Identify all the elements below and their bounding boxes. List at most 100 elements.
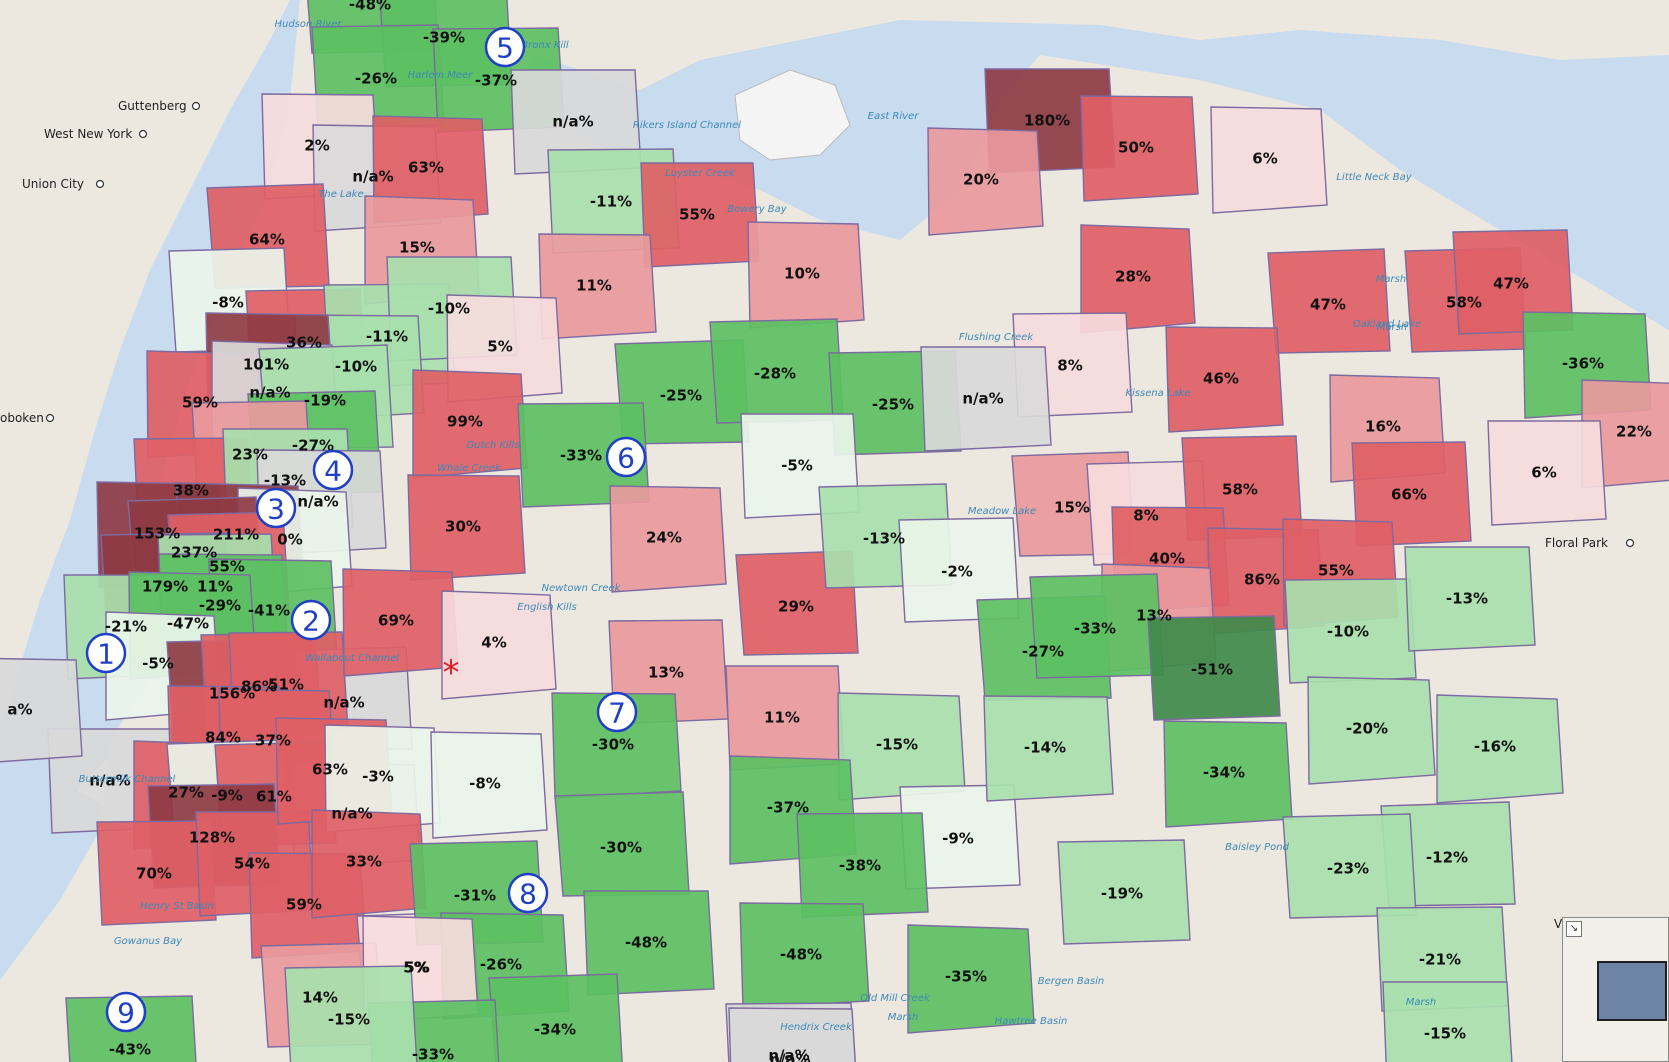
region-change-label: -14% [1024,739,1066,757]
region-change-label: -38% [839,857,881,875]
region-change-label: -30% [592,736,634,754]
region-area[interactable] [728,1007,858,1062]
region-change-label: 11% [764,709,800,727]
region-area[interactable] [907,924,1035,1034]
region-area[interactable] [583,890,715,996]
region-change-label: -15% [1424,1025,1466,1043]
region-area[interactable] [920,346,1052,452]
region-area[interactable] [1080,224,1196,334]
region-area[interactable] [1284,578,1417,684]
marker-number: 4 [324,455,342,488]
region-change-label: -12% [1426,849,1468,867]
region-area[interactable] [1210,106,1328,214]
rikers-island [734,69,851,161]
collapse-arrow-icon[interactable]: ↘ [1566,921,1582,937]
region-change-label: 66% [1391,486,1427,504]
region-area[interactable] [407,474,526,581]
region-change-label: -10% [428,300,470,318]
region-area[interactable] [1267,248,1391,354]
region-change-label: n/a% [297,493,338,511]
region-area[interactable] [747,221,865,329]
region-area[interactable] [0,657,83,764]
region-area[interactable] [1080,95,1199,202]
region-change-label: -5% [142,655,174,673]
region-area[interactable] [1351,441,1472,547]
region-change-label: 8% [1057,357,1082,375]
overview-minimap[interactable]: ↘ [1562,917,1669,1062]
region-change-label: 69% [378,612,414,630]
region-change-label: -39% [423,29,465,47]
region-change-label: -9% [942,830,974,848]
region-change-label: 16% [1365,418,1401,436]
marker-number: 7 [608,697,626,730]
region-change-label: 11% [576,277,612,295]
water-label: Old Mill Creek [860,993,931,1004]
region-area[interactable] [551,692,682,799]
numbered-marker[interactable] [105,991,147,1033]
water-label: Bergen Basin [1038,976,1104,987]
asterisk-marker-icon: * [443,653,460,693]
numbered-marker[interactable] [290,599,332,641]
water-label: Flushing Creek [959,332,1034,343]
region-area[interactable] [1307,676,1436,785]
region-area[interactable] [441,590,557,700]
marker-number: 8 [519,878,537,911]
markers-layer: 1 2 3 4 5 6 7 8 9 * [85,26,647,1033]
region-area[interactable] [1404,546,1536,652]
region-change-label: -25% [872,396,914,414]
region-change-label: 58% [1446,294,1482,312]
marker-number: 3 [267,493,285,526]
region-area[interactable] [739,902,870,1009]
water-label: Harlem Meer [408,70,474,81]
region-change-label: 38% [173,482,209,500]
water-label: Buttermilk Channel [79,774,176,785]
region-area[interactable] [284,965,418,1062]
region-change-label: 40% [1149,550,1185,568]
region-change-label: 5% [404,959,429,977]
region-change-label: -47% [167,615,209,633]
water-label: Gowanus Bay [114,936,183,947]
region-area[interactable] [1147,615,1281,721]
minimap-viewport[interactable] [1597,961,1667,1021]
region-change-label: 5% [403,959,428,977]
numbered-marker[interactable] [255,487,297,529]
region-change-label: 99% [447,413,483,431]
region-change-label: -15% [328,1011,370,1029]
region-area[interactable] [927,127,1044,236]
region-change-label: 86% [1244,571,1280,589]
labels-layer: -48%-39%-26% -37%n/a%2%n/a% 63%15%64%-8%36… [7,0,1652,1062]
region-area[interactable] [1057,839,1191,945]
water-label: Little Neck Bay [1336,172,1412,183]
region-area[interactable] [1487,420,1607,526]
region-change-label: -37% [475,72,517,90]
numbered-marker[interactable] [507,872,549,914]
numbered-marker[interactable] [605,436,647,478]
region-change-label: 54% [234,855,270,873]
numbered-marker[interactable] [85,632,127,674]
region-area[interactable] [1165,326,1284,433]
new-jersey-land [0,0,290,720]
place-label: oboken [0,411,44,425]
region-area[interactable] [983,695,1114,802]
region-area[interactable] [796,812,929,918]
town-dot-icon [191,101,201,111]
region-change-label: n/a% [249,384,290,402]
region-area[interactable] [96,820,217,926]
region-change-label: -37% [767,799,809,817]
region-area[interactable] [430,731,548,839]
region-change-label: 30% [445,518,481,536]
numbered-marker[interactable] [484,26,526,68]
region-change-label: 64% [249,231,285,249]
region-area[interactable] [1382,981,1513,1062]
region-area[interactable] [372,115,489,224]
region-area[interactable] [609,485,727,593]
numbered-marker[interactable] [596,691,638,733]
marker-number: 2 [302,605,320,638]
water-label: Meadow Lake [968,506,1036,517]
water-label: Luyster Creek [665,168,736,179]
region-area[interactable] [1436,694,1564,804]
numbered-marker[interactable] [312,449,354,491]
region-area[interactable] [488,973,623,1062]
